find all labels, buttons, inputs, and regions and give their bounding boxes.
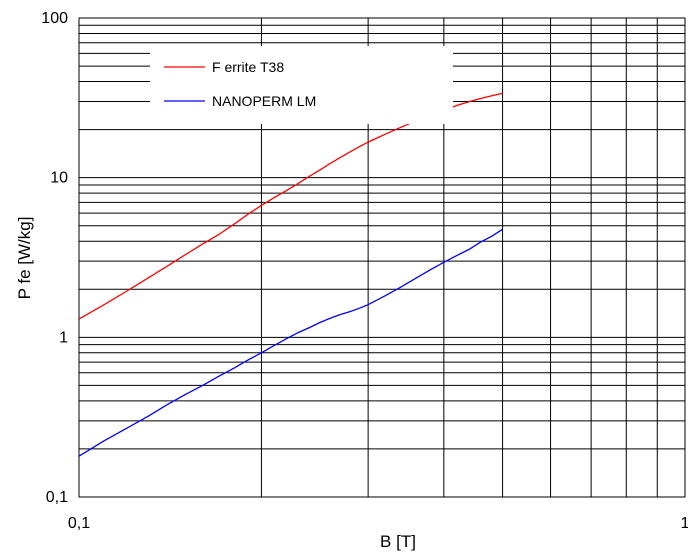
y-tick-label: 0,1 bbox=[46, 489, 68, 506]
x-tick-labels: 0,1 1 bbox=[68, 515, 688, 532]
legend-box bbox=[150, 46, 453, 124]
series-lines bbox=[78, 92, 503, 457]
grid bbox=[79, 18, 685, 497]
y-tick-label: 1 bbox=[59, 329, 68, 346]
legend-label: NANOPERM LM bbox=[212, 93, 316, 109]
x-axis-label: B [T] bbox=[380, 532, 416, 551]
y-tick-label: 10 bbox=[50, 170, 68, 187]
plot-frame bbox=[78, 17, 686, 498]
series-line bbox=[78, 228, 503, 457]
series-line bbox=[78, 92, 503, 320]
legend: F errite T38 NANOPERM LM bbox=[150, 46, 453, 124]
x-tick-label: 1 bbox=[681, 515, 688, 532]
y-tick-label: 100 bbox=[41, 10, 68, 27]
legend-label: F errite T38 bbox=[212, 59, 284, 75]
x-tick-label: 0,1 bbox=[68, 515, 90, 532]
y-axis-label: P fe [W/kg] bbox=[15, 217, 34, 300]
y-tick-labels: 0,1 1 10 100 bbox=[41, 10, 68, 506]
